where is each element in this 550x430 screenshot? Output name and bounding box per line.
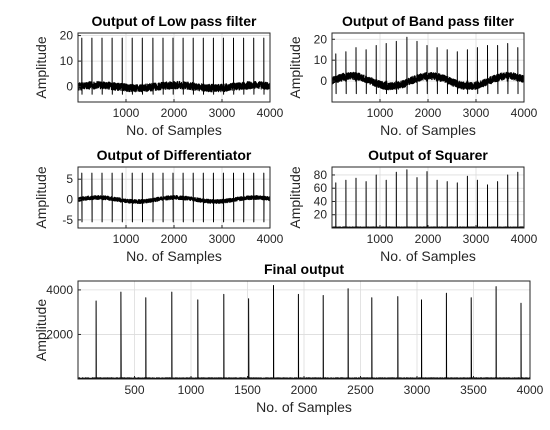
x-tick-label: 1000 — [367, 232, 394, 246]
x-axis-label: No. of Samples — [380, 122, 476, 138]
chart-title: Output of Differentiator — [97, 147, 252, 163]
chart-title: Output of Squarer — [368, 147, 488, 163]
x-tick-label: 2000 — [161, 106, 188, 120]
y-tick-label: 40 — [314, 194, 328, 208]
x-tick-label: 1000 — [178, 383, 205, 397]
x-tick-label: 2000 — [161, 232, 188, 246]
y-tick-label: 10 — [314, 53, 328, 67]
chart-title: Output of Low pass filter — [92, 13, 257, 29]
y-axis-label: Amplitude — [33, 299, 49, 361]
subplot-5: 500 1000 1500 2000 2500 3000 3500 4000 2000 4000 F… — [33, 261, 544, 415]
x-tick-label: 2000 — [415, 106, 442, 120]
x-tick-label: 4000 — [257, 232, 284, 246]
x-tick-label: 3000 — [463, 232, 490, 246]
x-tick-label: 1000 — [113, 106, 140, 120]
x-tick-label: 3000 — [404, 383, 431, 397]
x-tick-label: 1000 — [367, 106, 394, 120]
y-tick-label: 0 — [66, 193, 73, 207]
x-tick-label: 4000 — [517, 383, 544, 397]
signal-line — [331, 36, 525, 95]
y-axis-label: Amplitude — [287, 166, 303, 228]
y-tick-label: 4000 — [46, 283, 73, 297]
x-tick-label: 4000 — [511, 106, 538, 120]
y-tick-label: 20 — [60, 29, 74, 43]
y-axis-label: Amplitude — [33, 36, 49, 98]
x-tick-label: 3000 — [463, 106, 490, 120]
x-tick-label: 4000 — [257, 106, 284, 120]
subplot-3: 1000 2000 3000 4000 -5 0 5 Output of Differenti… — [33, 147, 284, 264]
y-tick-label: 0 — [320, 74, 327, 88]
x-tick-label: 2000 — [291, 383, 318, 397]
x-axis-label: No. of Samples — [126, 122, 222, 138]
subplot-1: 1000 2000 3000 4000 0 10 20 Output of Low pass … — [33, 13, 284, 138]
y-tick-label: 5 — [66, 172, 73, 186]
x-tick-label: 2500 — [347, 383, 374, 397]
signal-line — [77, 172, 271, 223]
x-tick-label: 1000 — [113, 232, 140, 246]
y-tick-label: -5 — [62, 213, 73, 227]
x-tick-label: 3000 — [209, 232, 236, 246]
x-axis-label: No. of Samples — [380, 248, 476, 264]
y-tick-label: 10 — [60, 54, 74, 68]
x-tick-label: 3500 — [460, 383, 487, 397]
x-axis-label: No. of Samples — [126, 248, 222, 264]
x-tick-label: 500 — [124, 383, 144, 397]
y-tick-label: 0 — [66, 80, 73, 94]
subplot-2: 1000 2000 3000 4000 0 10 20 Output of Band pass… — [287, 13, 538, 138]
y-tick-label: 2000 — [46, 327, 73, 341]
y-axis-label: Amplitude — [287, 36, 303, 98]
x-tick-label: 1500 — [234, 383, 261, 397]
y-tick-label: 20 — [314, 32, 328, 46]
x-axis-label: No. of Samples — [256, 399, 352, 415]
x-tick-label: 4000 — [511, 232, 538, 246]
y-tick-label: 60 — [314, 181, 328, 195]
y-tick-label: 20 — [314, 208, 328, 222]
x-tick-label: 3000 — [209, 106, 236, 120]
chart-title: Final output — [264, 261, 344, 277]
x-tick-label: 2000 — [415, 232, 442, 246]
signal-line — [77, 37, 271, 95]
y-axis-label: Amplitude — [33, 166, 49, 228]
y-tick-label: 80 — [314, 168, 328, 182]
chart-title: Output of Band pass filter — [342, 13, 514, 29]
